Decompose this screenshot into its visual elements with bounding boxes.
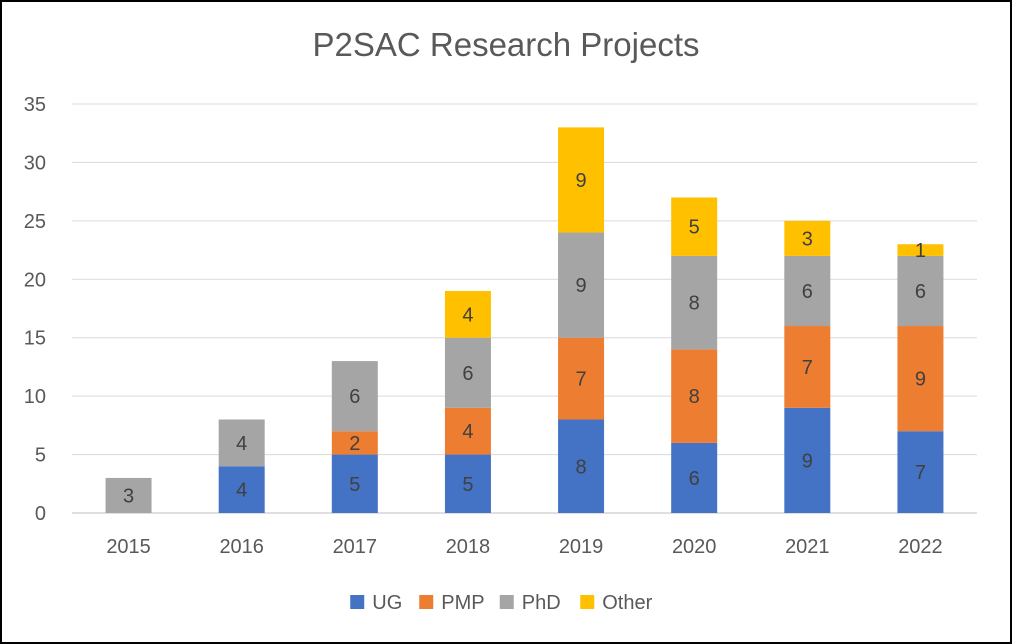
bar-segment-ug — [218, 466, 265, 513]
data-label: 6 — [802, 281, 813, 303]
bar-segment-other — [558, 127, 605, 233]
bar-segment-pmp — [444, 407, 491, 455]
bar-segment-phd — [558, 232, 605, 338]
x-tick-label: 2018 — [446, 536, 491, 558]
bar-segment-pmp — [784, 326, 831, 408]
legend-label-pmp: PMP — [441, 592, 484, 614]
data-label: 6 — [349, 386, 360, 408]
x-tick-label: 2015 — [106, 536, 151, 558]
data-label: 9 — [576, 275, 587, 297]
bar-segment-ug — [784, 407, 831, 513]
legend-swatch-other — [580, 595, 595, 609]
y-tick-label: 20 — [24, 269, 46, 291]
y-tick-label: 30 — [24, 152, 46, 174]
bar-segment-other — [784, 220, 831, 256]
bar-segment-ug — [671, 442, 718, 513]
y-tick-label: 10 — [24, 386, 46, 408]
bar-segment-ug — [331, 454, 378, 513]
x-axis-ticks: 2015 2016 2017 2018 2019 2020 2021 2022 — [106, 536, 942, 558]
gridlines — [72, 103, 977, 514]
y-tick-label: 0 — [35, 503, 46, 525]
x-tick-label: 2016 — [219, 536, 264, 558]
data-label: 4 — [462, 304, 473, 326]
legend: UG PMP PhD Other — [350, 592, 653, 614]
x-tick-label: 2022 — [898, 536, 943, 558]
data-label: 5 — [462, 474, 473, 496]
data-label: 9 — [915, 369, 926, 391]
bar-segment-ug — [558, 419, 605, 513]
bar-segment-phd — [105, 477, 152, 513]
chart-title: P2SAC Research Projects — [312, 26, 700, 63]
y-axis-ticks: 0 5 10 15 20 25 30 35 — [24, 94, 46, 525]
bar-segment-ug — [444, 454, 491, 513]
data-label: 9 — [576, 170, 587, 192]
bar-segment-pmp — [897, 326, 944, 432]
bar-segment-phd — [784, 255, 831, 327]
y-tick-label: 15 — [24, 328, 46, 350]
data-label: 4 — [462, 421, 473, 443]
legend-label-phd: PhD — [522, 592, 561, 614]
data-label: 1 — [915, 240, 926, 262]
data-label: 4 — [236, 433, 247, 455]
data-label: 4 — [236, 480, 247, 502]
legend-label-other: Other — [602, 592, 652, 614]
data-label: 8 — [576, 456, 587, 478]
bar-segment-pmp — [558, 337, 605, 420]
bar-segment-phd — [671, 255, 718, 350]
x-tick-label: 2019 — [559, 536, 604, 558]
data-label: 7 — [576, 369, 587, 391]
bars — [105, 127, 944, 513]
bar-segment-other — [671, 197, 718, 256]
data-label: 9 — [802, 450, 813, 472]
bar-segment-other — [897, 244, 944, 256]
bar-segment-phd — [331, 361, 378, 432]
bar-segment-phd — [897, 255, 944, 327]
data-labels: 3 4 4 5 2 6 5 4 6 4 8 7 9 9 6 8 8 5 9 7 6 3 7 9 6 1 — [123, 170, 926, 508]
data-label: 5 — [689, 217, 700, 239]
x-tick-label: 2017 — [333, 536, 378, 558]
bar-segment-other — [444, 290, 491, 338]
legend-swatch-phd — [499, 595, 514, 609]
data-label: 8 — [689, 386, 700, 408]
legend-swatch-ug — [350, 595, 365, 609]
data-label: 3 — [802, 228, 813, 250]
data-label: 5 — [349, 474, 360, 496]
y-tick-label: 5 — [35, 445, 46, 467]
bar-segment-phd — [444, 337, 491, 408]
data-label: 6 — [689, 468, 700, 490]
legend-swatch-pmp — [419, 595, 434, 609]
x-tick-label: 2021 — [785, 536, 830, 558]
data-label: 2 — [349, 433, 360, 455]
legend-label-ug: UG — [372, 592, 402, 614]
bar-segment-phd — [218, 419, 265, 467]
bar-segment-pmp — [331, 431, 378, 455]
bar-segment-ug — [897, 431, 944, 513]
data-label: 8 — [689, 293, 700, 315]
y-tick-label: 35 — [24, 94, 46, 116]
x-tick-label: 2020 — [672, 536, 717, 558]
bar-segment-pmp — [671, 349, 718, 443]
data-label: 7 — [802, 357, 813, 379]
y-tick-label: 25 — [24, 211, 46, 233]
data-label: 6 — [462, 363, 473, 385]
data-label: 3 — [123, 485, 134, 507]
data-label: 7 — [915, 462, 926, 484]
data-label: 6 — [915, 281, 926, 303]
